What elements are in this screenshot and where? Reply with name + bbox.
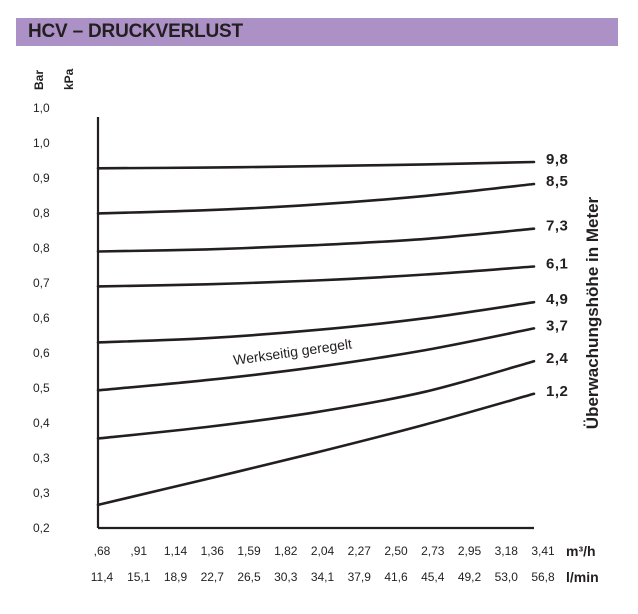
right-axis-title: Überwachungshöhe in Meter bbox=[583, 196, 602, 429]
y-tick-label: 1,0 bbox=[33, 136, 50, 150]
curve-3-7 bbox=[96, 327, 536, 392]
curve-6-1 bbox=[96, 265, 536, 288]
x-tick-label-lmin: 56,8 bbox=[531, 570, 555, 584]
x-tick-label-lmin: 53,0 bbox=[495, 570, 519, 584]
x-tick-label-m3h: 1,36 bbox=[201, 544, 225, 558]
curve-4-9 bbox=[96, 300, 536, 344]
curve-7-3 bbox=[96, 227, 536, 253]
x-tick-label-m3h: 1,14 bbox=[164, 544, 188, 558]
x-tick-label-lmin: 15,1 bbox=[127, 570, 151, 584]
x-tick-label-lmin: 30,3 bbox=[274, 570, 298, 584]
y-tick-label: 0,3 bbox=[33, 451, 50, 465]
y-tick-label: 0,2 bbox=[33, 521, 50, 535]
x-tick-label-m3h: ,68 bbox=[94, 544, 111, 558]
x-unit-lmin: l/min bbox=[566, 569, 599, 585]
curve-1-2 bbox=[96, 392, 536, 507]
x-tick-label-lmin: 49,2 bbox=[458, 570, 482, 584]
y-axis-unit-label: kPa bbox=[62, 68, 76, 90]
x-tick-label-lmin: 34,1 bbox=[311, 570, 335, 584]
x-tick-label-m3h: 2,73 bbox=[421, 544, 445, 558]
annotation-text: Werkseitig geregelt bbox=[232, 335, 353, 368]
curve-9-8 bbox=[96, 160, 536, 170]
curve-label: 7,3 bbox=[546, 218, 568, 235]
x-tick-label-lmin: 18,9 bbox=[164, 570, 188, 584]
curve-label: 2,4 bbox=[546, 350, 569, 367]
x-tick-label-m3h: ,91 bbox=[130, 544, 147, 558]
chart-title: HCV – DRUCKVERLUST bbox=[28, 21, 243, 42]
curve-label: 4,9 bbox=[546, 291, 568, 308]
x-tick-label-lmin: 41,6 bbox=[384, 570, 408, 584]
x-tick-label-m3h: 2,95 bbox=[458, 544, 482, 558]
y-tick-label: 0,6 bbox=[33, 311, 50, 325]
x-tick-label-m3h: 2,27 bbox=[348, 544, 372, 558]
curve-label: 9,8 bbox=[546, 151, 568, 168]
y-tick-label: 0,9 bbox=[33, 171, 50, 185]
x-tick-label-lmin: 37,9 bbox=[348, 570, 372, 584]
x-tick-label-m3h: 1,59 bbox=[237, 544, 261, 558]
y-tick-label: 0,3 bbox=[33, 486, 50, 500]
y-tick-label: 1,0 bbox=[33, 101, 50, 115]
title-bar: HCV – DRUCKVERLUST bbox=[16, 18, 618, 46]
x-tick-label-m3h: 1,82 bbox=[274, 544, 298, 558]
x-tick-label-m3h: 3,18 bbox=[495, 544, 519, 558]
x-unit-m3h: m³/h bbox=[566, 543, 596, 559]
y-tick-label: 0,7 bbox=[33, 276, 50, 290]
y-tick-label: 0,5 bbox=[33, 381, 50, 395]
x-tick-label-lmin: 22,7 bbox=[201, 570, 225, 584]
x-tick-label-lmin: 26,5 bbox=[237, 570, 261, 584]
x-tick-label-lmin: 11,4 bbox=[91, 570, 114, 584]
curve-label: 1,2 bbox=[546, 383, 568, 400]
x-tick-label-m3h: 2,50 bbox=[384, 544, 408, 558]
curve-label: 6,1 bbox=[546, 255, 568, 272]
y-tick-label: 0,8 bbox=[33, 206, 50, 220]
curve-label: 3,7 bbox=[546, 317, 568, 334]
y-tick-label: 0,4 bbox=[33, 416, 50, 430]
x-tick-label-m3h: 2,04 bbox=[311, 544, 335, 558]
y-tick-label: 0,8 bbox=[33, 241, 50, 255]
x-tick-label-lmin: 45,4 bbox=[421, 570, 445, 584]
y-tick-label: 0,6 bbox=[33, 346, 50, 360]
curve-label: 8,5 bbox=[546, 173, 568, 190]
curve-2-4 bbox=[96, 359, 536, 440]
y-axis-unit-label: Bar bbox=[32, 70, 46, 90]
curve-8-5 bbox=[96, 182, 536, 215]
x-tick-label-m3h: 3,41 bbox=[531, 544, 555, 558]
